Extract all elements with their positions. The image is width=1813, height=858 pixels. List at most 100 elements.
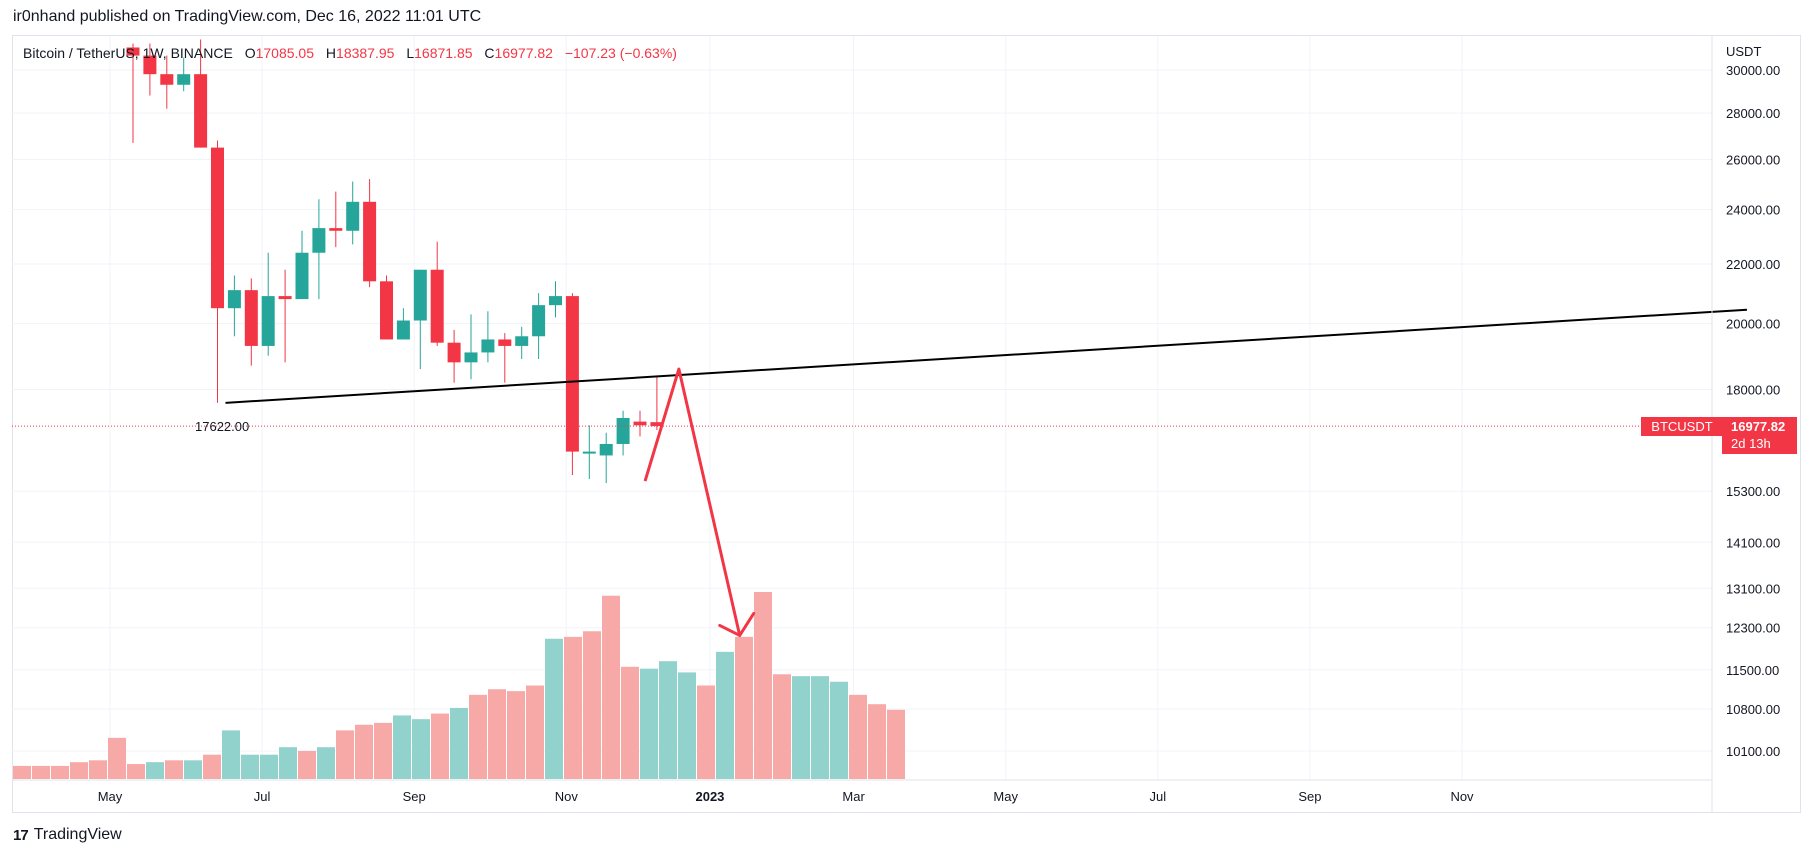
volume-bar bbox=[830, 681, 848, 779]
price-axis-unit: USDT bbox=[1726, 44, 1761, 59]
candle bbox=[447, 329, 461, 383]
candle bbox=[464, 314, 478, 380]
volume-bar bbox=[355, 724, 373, 779]
candle-body bbox=[227, 290, 241, 309]
candle-body bbox=[244, 290, 258, 346]
candle bbox=[616, 410, 630, 456]
candle-body bbox=[565, 296, 579, 452]
price-tick-label: 30000.00 bbox=[1726, 63, 1780, 78]
volume-bar bbox=[697, 685, 715, 779]
volume-bar bbox=[127, 764, 145, 779]
volume-bar bbox=[203, 754, 221, 779]
volume-bar bbox=[241, 754, 259, 779]
candle bbox=[599, 432, 613, 484]
volume-bar bbox=[146, 762, 164, 779]
volume-bar bbox=[602, 595, 620, 779]
candle bbox=[380, 275, 393, 340]
candle-body bbox=[363, 201, 377, 282]
volume-bar bbox=[583, 631, 601, 779]
candle bbox=[244, 278, 258, 366]
candle bbox=[261, 252, 275, 356]
volume-bar bbox=[488, 689, 506, 779]
volume-bar bbox=[317, 747, 335, 779]
high-value: 18387.95 bbox=[336, 45, 395, 61]
time-tick-label: May bbox=[98, 789, 123, 804]
low-annotation-label: 17622.00 bbox=[195, 419, 249, 434]
volume-bar bbox=[469, 694, 487, 779]
candle-body bbox=[312, 228, 326, 253]
drawings[interactable]: 17622.00 bbox=[12, 308, 1748, 638]
volume-bar bbox=[678, 672, 696, 779]
change-value: −107.23 (−0.63%) bbox=[564, 45, 677, 61]
candle-body bbox=[295, 252, 309, 300]
brand-name: TradingView bbox=[33, 826, 122, 843]
footer-brand[interactable]: 17 TradingView bbox=[13, 826, 122, 844]
candle bbox=[295, 230, 309, 300]
candle-body bbox=[413, 269, 427, 321]
candle bbox=[650, 376, 664, 431]
last-price-value: 16977.82 bbox=[1731, 419, 1786, 434]
candle-body bbox=[498, 339, 512, 346]
candle bbox=[160, 55, 174, 109]
candle bbox=[549, 281, 562, 318]
price-tick-label: 10800.00 bbox=[1726, 702, 1780, 717]
candle bbox=[413, 269, 427, 370]
arrow-head bbox=[718, 611, 756, 638]
volume-bar bbox=[640, 668, 658, 779]
volume-bar bbox=[564, 636, 582, 779]
open-value: 17085.05 bbox=[255, 45, 315, 61]
time-axis[interactable]: May Jul Sep Nov 2023 Mar May Jul Sep Nov bbox=[12, 779, 1712, 804]
low-label: L bbox=[406, 45, 415, 61]
symbol-legend: Bitcoin / TetherUS, 1W, BINANCE O17085.0… bbox=[23, 45, 677, 61]
time-tick-label: Jul bbox=[1149, 789, 1166, 804]
price-tick-label: 20000.00 bbox=[1726, 317, 1780, 332]
candle-body bbox=[515, 336, 529, 346]
time-tick-label: Sep bbox=[1298, 789, 1321, 804]
candle-body bbox=[599, 443, 613, 456]
price-tick-label: 15300.00 bbox=[1726, 484, 1780, 499]
price-tick-label: 28000.00 bbox=[1726, 106, 1780, 121]
volume-bar bbox=[887, 709, 905, 779]
candle bbox=[515, 326, 529, 360]
candle bbox=[363, 179, 377, 288]
volume-bar bbox=[868, 704, 886, 779]
volume-bar bbox=[811, 676, 829, 779]
volume-bar bbox=[108, 737, 126, 779]
volume-bar bbox=[849, 694, 867, 779]
last-price-tag[interactable]: 16977.82 2d 13h bbox=[1722, 417, 1797, 454]
volume-bar bbox=[13, 765, 31, 779]
volume-bar bbox=[431, 713, 449, 779]
candle-body bbox=[211, 147, 224, 309]
candle-body bbox=[464, 352, 478, 363]
trendline bbox=[225, 308, 1748, 404]
candle-body bbox=[160, 74, 174, 85]
volume-bar bbox=[51, 765, 69, 779]
candle bbox=[126, 43, 140, 143]
volume-bar bbox=[621, 666, 639, 779]
price-tick-label: 13100.00 bbox=[1726, 581, 1780, 596]
volume-bar bbox=[165, 760, 183, 779]
time-tick-label: Nov bbox=[555, 789, 579, 804]
volume-bar bbox=[412, 719, 430, 779]
price-tick-label: 12300.00 bbox=[1726, 621, 1780, 636]
candle-body bbox=[616, 417, 630, 444]
candles bbox=[126, 39, 664, 484]
volume-bar bbox=[298, 750, 316, 779]
volume-bar bbox=[336, 730, 354, 779]
price-tick-label: 22000.00 bbox=[1726, 257, 1780, 272]
close-label: C bbox=[484, 45, 495, 61]
volume-bar bbox=[279, 747, 297, 779]
candle-body bbox=[177, 74, 191, 85]
candle-body bbox=[396, 320, 410, 340]
volume-bar bbox=[32, 765, 50, 779]
symbol-price-tag[interactable]: BTCUSDT bbox=[1641, 417, 1723, 436]
close-value: 16977.82 bbox=[494, 45, 553, 61]
candle bbox=[582, 425, 596, 480]
projection-arrow bbox=[643, 367, 742, 636]
candle bbox=[329, 191, 343, 248]
volume-bar bbox=[393, 715, 411, 779]
price-axis[interactable]: USDT 30000.00 28000.00 26000.00 24000.00 2200… bbox=[1711, 36, 1780, 812]
symbol-title[interactable]: Bitcoin / TetherUS, 1W, BINANCE bbox=[23, 45, 233, 61]
candle-body bbox=[650, 422, 664, 427]
